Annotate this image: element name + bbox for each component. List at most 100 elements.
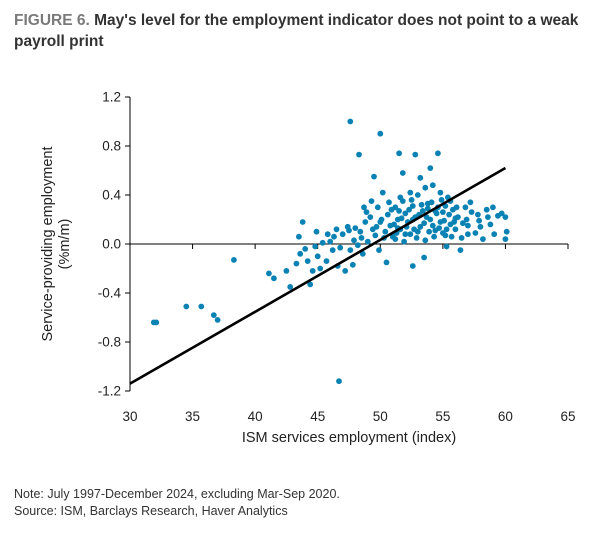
scatter-point: [331, 233, 337, 240]
figure-title: FIGURE 6. May's level for the employment…: [14, 10, 589, 52]
scatter-point: [297, 250, 304, 257]
x-tick-label: 50: [373, 409, 388, 424]
scatter-point: [347, 118, 354, 125]
scatter-point: [491, 231, 498, 238]
scatter-point: [307, 281, 314, 288]
scatter-point: [503, 228, 510, 235]
scatter-point: [452, 215, 459, 222]
scatter-point: [452, 226, 459, 233]
scatter-point: [409, 203, 416, 209]
scatter-point: [475, 211, 481, 218]
scatter-point: [376, 247, 382, 254]
scatter-point: [359, 250, 366, 257]
footer-note: Note: July 1997-December 2024, excluding…: [14, 487, 340, 501]
scatter-point: [424, 205, 431, 212]
y-tick-label: -0.8: [98, 335, 121, 350]
scatter-point: [372, 232, 379, 239]
fit-line-group: [129, 166, 507, 385]
scatter-point: [435, 150, 441, 157]
scatter-point: [429, 222, 436, 229]
scatter-point: [443, 243, 450, 250]
scatter-point: [349, 261, 356, 268]
scatter-point: [485, 214, 491, 221]
scatter-point: [399, 170, 406, 176]
scatter-point: [498, 210, 505, 217]
scatter-point: [414, 228, 421, 235]
scatter-point: [351, 237, 357, 244]
scatter-point: [392, 236, 399, 243]
scatter-point: [358, 235, 365, 241]
scatter-point: [476, 217, 482, 224]
x-tick-label: 55: [435, 409, 450, 424]
scatter-point: [422, 237, 429, 244]
figure-label: FIGURE 6.: [14, 12, 90, 29]
scatter-point: [438, 197, 445, 203]
scatter-point: [388, 206, 395, 213]
y-tick-label: -0.4: [98, 286, 122, 301]
scatter-point: [462, 204, 469, 211]
y-tick-label: 0.4: [102, 188, 121, 203]
scatter-point: [283, 268, 290, 274]
scatter-point: [371, 173, 377, 180]
scatter-point: [329, 247, 336, 254]
scatter-point: [446, 211, 452, 218]
y-axis-title-line: Service-providing employment: [40, 146, 56, 341]
footer: Note: July 1997-December 2024, excluding…: [14, 486, 340, 520]
x-tick-label: 30: [122, 409, 137, 424]
scatter-point: [465, 222, 471, 229]
scatter-point: [407, 189, 414, 196]
scatter-point: [367, 214, 374, 221]
scatter-point: [299, 219, 306, 225]
scatter-point: [309, 268, 316, 274]
scatter-point: [347, 247, 354, 254]
scatter-chart: 1.2 0.8 0.4 0.0 -0.4 -0.8 -1.230 35 40 45 50 55 60 65…: [40, 90, 576, 447]
scatter-point: [421, 220, 427, 227]
scatter-point: [448, 233, 455, 240]
scatter-point: [472, 230, 479, 236]
scatter-point: [422, 184, 429, 191]
x-tick-label: 40: [248, 409, 263, 424]
scatter-point: [453, 204, 460, 211]
footer-source: Source: ISM, Barclays Research, Haver An…: [14, 504, 288, 518]
scatter-point: [391, 221, 397, 228]
scatter-point: [339, 231, 346, 238]
scatter-point: [364, 238, 371, 245]
scatter-point: [440, 230, 446, 236]
scatter-point: [296, 233, 302, 240]
scatter-point: [384, 211, 391, 218]
scatter-point: [398, 215, 405, 222]
scatter-point: [356, 151, 362, 158]
scatter-point: [386, 199, 392, 206]
scatter-point: [214, 317, 221, 323]
scatter-point: [490, 204, 496, 211]
scatter-point: [401, 238, 407, 245]
scatter-point: [487, 221, 494, 228]
scatter-point: [443, 226, 450, 233]
scatter-point: [502, 214, 509, 221]
scatter-point: [418, 201, 425, 208]
scatter-point: [409, 263, 416, 269]
tick-labels: 1.2 0.8 0.4 0.0 -0.4 -0.8 -1.230 35 40 45 50 55 60 65: [98, 90, 576, 425]
scatter-point: [414, 192, 421, 198]
scatter-point: [408, 197, 415, 203]
scatter-point: [377, 130, 384, 137]
scatter-point: [378, 216, 385, 223]
y-axis-title-line: (%m/m): [57, 219, 73, 270]
scatter-point: [368, 198, 375, 205]
scatter-point: [374, 204, 381, 211]
scatter-point: [324, 231, 331, 238]
scatter-point: [327, 238, 334, 245]
scatter-point: [396, 150, 402, 157]
scatter-point: [373, 223, 380, 230]
scatter-point: [437, 189, 444, 196]
scatter-point: [396, 208, 402, 214]
scatter-point: [431, 233, 437, 240]
scatter-point: [477, 223, 484, 230]
y-axis-title: Service-providing employment (%m/m): [40, 146, 73, 341]
scatter-point: [313, 228, 320, 235]
scatter-point: [402, 231, 409, 238]
scatter-point: [483, 206, 490, 213]
scatter-point: [436, 225, 442, 232]
scatter-point: [426, 228, 432, 235]
scatter-point: [382, 228, 389, 235]
